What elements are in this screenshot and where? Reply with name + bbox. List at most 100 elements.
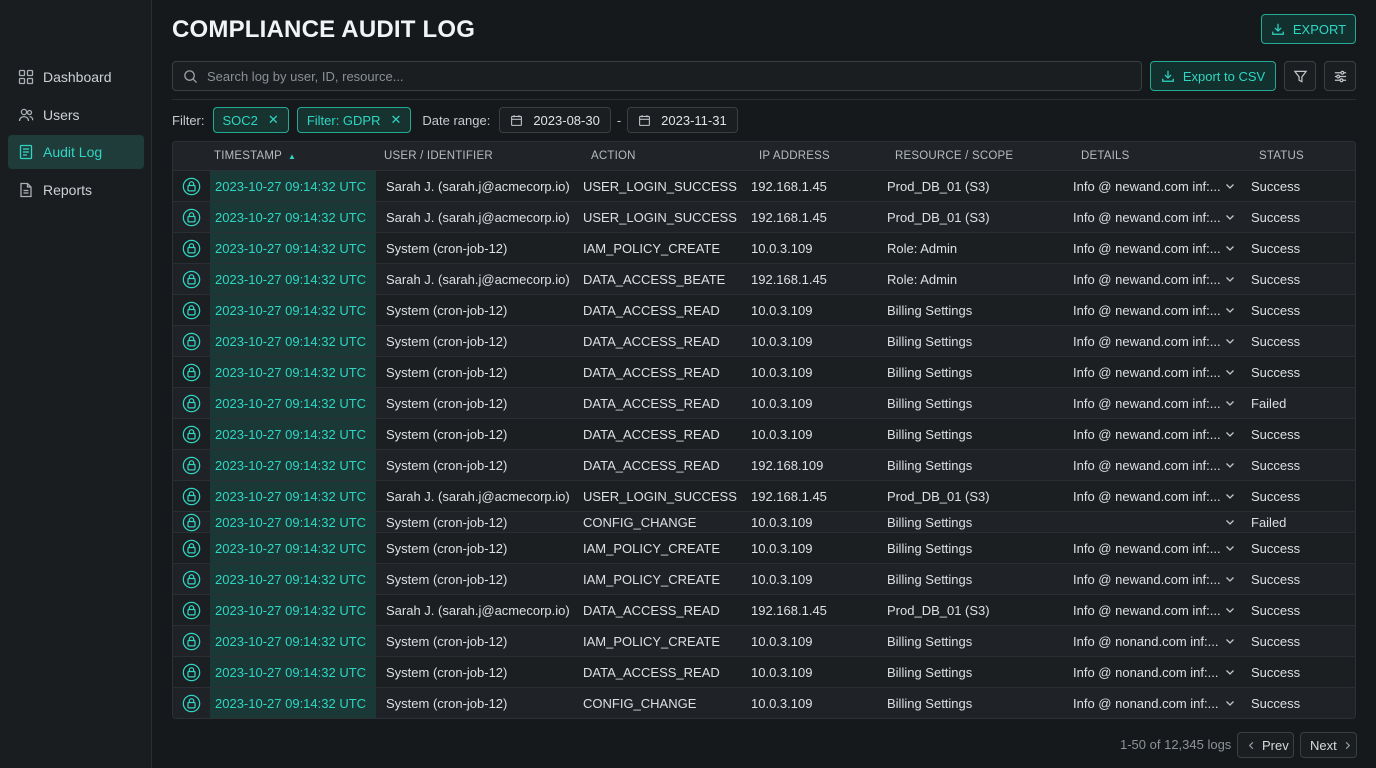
table-row[interactable]: 2023-10-27 09:14:32 UTC System (cron-job-… — [173, 450, 1355, 481]
table-row[interactable]: 2023-10-27 09:14:32 UTC System (cron-job-… — [173, 295, 1355, 326]
sidebar-item-users[interactable]: Users — [8, 98, 144, 132]
table-row[interactable]: 2023-10-27 09:14:32 UTC System (cron-job-… — [173, 419, 1355, 450]
details-cell[interactable]: Info @ newand.com inf:... — [1073, 303, 1251, 318]
filter-chip-soc2[interactable]: SOC2 ✕ — [212, 107, 289, 133]
table-row[interactable]: 2023-10-27 09:14:32 UTC Sarah J. (sarah.j… — [173, 481, 1355, 512]
close-icon[interactable]: ✕ — [390, 112, 402, 127]
details-cell[interactable]: Info @ newand.com inf:... — [1073, 396, 1251, 411]
timestamp-cell: 2023-10-27 09:14:32 UTC — [210, 419, 376, 449]
filter-chip-gdpr[interactable]: Filter: GDPR ✕ — [296, 107, 412, 133]
action-cell: USER_LOGIN_SUCCESS — [583, 209, 737, 225]
chevron-down-icon[interactable] — [1225, 636, 1235, 646]
export-button[interactable]: EXPORT — [1261, 14, 1356, 44]
date-from-picker[interactable]: 2023-08-30 — [499, 107, 611, 133]
page-title: COMPLIANCE AUDIT LOG — [172, 16, 476, 43]
details-cell[interactable]: Info @ nonand.com inf:... — [1073, 634, 1251, 649]
chevron-down-icon[interactable] — [1225, 698, 1235, 708]
table-row[interactable]: 2023-10-27 09:14:32 UTC Sarah J. (sarah.j… — [173, 171, 1355, 202]
table-row[interactable]: 2023-10-27 09:14:32 UTC System (cron-job-… — [173, 388, 1355, 419]
chevron-down-icon[interactable] — [1225, 305, 1235, 315]
action-cell: DATA_ACCESS_READ — [583, 333, 720, 349]
column-header-user[interactable]: USER / IDENTIFIER — [384, 150, 493, 162]
chevron-down-icon[interactable] — [1225, 543, 1235, 553]
column-header-status[interactable]: STATUS — [1259, 150, 1304, 162]
column-header-timestamp[interactable]: TIMESTAMP ▲ — [214, 150, 384, 162]
chevron-down-icon[interactable] — [1225, 491, 1235, 501]
details-cell[interactable]: Info @ newand.com inf:... — [1073, 458, 1251, 473]
details-cell[interactable]: Info @ newand.com inf:... — [1073, 241, 1251, 256]
timestamp-cell: 2023-10-27 09:14:32 UTC — [210, 357, 376, 387]
table-row[interactable]: 2023-10-27 09:14:32 UTC System (cron-job-… — [173, 357, 1355, 388]
details-cell[interactable]: Info @ newand.com inf:... — [1073, 272, 1251, 287]
table-row[interactable]: 2023-10-27 09:14:32 UTC Sarah J. (sarah.j… — [173, 264, 1355, 295]
details-cell[interactable]: Info @ nonand.com inf:... — [1073, 696, 1251, 711]
resource-cell: Prod_DB_01 (S3) — [887, 178, 990, 194]
timestamp-cell: 2023-10-27 09:14:32 UTC — [210, 657, 376, 687]
search-input[interactable] — [207, 68, 1141, 84]
sidebar-item-reports[interactable]: Reports — [8, 173, 144, 207]
chevron-down-icon[interactable] — [1225, 336, 1235, 346]
close-icon[interactable]: ✕ — [267, 112, 279, 127]
details-cell[interactable]: Info @ newand.com inf:... — [1073, 427, 1251, 442]
sidebar-item-audit-log[interactable]: Audit Log — [8, 135, 144, 169]
details-cell[interactable]: Info @ newand.com inf:... — [1073, 179, 1251, 194]
table-row[interactable]: 2023-10-27 09:14:32 UTC System (cron-job-… — [173, 657, 1355, 688]
ip-cell: 10.0.3.109 — [751, 540, 813, 556]
table-row[interactable]: 2023-10-27 09:14:32 UTC System (cron-job-… — [173, 326, 1355, 357]
column-header-resource[interactable]: RESOURCE / SCOPE — [895, 150, 1014, 162]
table-row[interactable]: 2023-10-27 09:14:32 UTC System (cron-job-… — [173, 533, 1355, 564]
column-header-action[interactable]: ACTION — [591, 150, 636, 162]
status-cell: Success — [1251, 333, 1301, 349]
table-row[interactable]: 2023-10-27 09:14:32 UTC Sarah J. (sarah.j… — [173, 595, 1355, 626]
user-cell: System (cron-job-12) — [386, 664, 508, 680]
table-row[interactable]: 2023-10-27 09:14:32 UTC System (cron-job-… — [173, 688, 1355, 718]
resource-cell: Billing Settings — [887, 333, 973, 349]
details-cell[interactable]: Info @ newand.com inf:... — [1073, 334, 1251, 349]
settings-button[interactable] — [1324, 61, 1356, 91]
next-page-button[interactable]: Next — [1300, 732, 1357, 758]
chevron-down-icon[interactable] — [1225, 181, 1235, 191]
table-row[interactable]: 2023-10-27 09:14:32 UTC System (cron-job-… — [173, 233, 1355, 264]
sidebar-item-label: Reports — [43, 181, 93, 198]
table-row[interactable]: 2023-10-27 09:14:32 UTC System (cron-job-… — [173, 626, 1355, 657]
details-cell[interactable]: Info @ newand.com inf:... — [1073, 572, 1251, 587]
chevron-down-icon[interactable] — [1225, 605, 1235, 615]
chevron-down-icon[interactable] — [1225, 574, 1235, 584]
details-cell[interactable]: Info @ newand.com inf:... — [1073, 541, 1251, 556]
timestamp-cell: 2023-10-27 09:14:32 UTC — [210, 295, 376, 325]
details-cell[interactable] — [1073, 517, 1251, 527]
status-cell: Success — [1251, 209, 1301, 225]
details-cell[interactable]: Info @ newand.com inf:... — [1073, 603, 1251, 618]
prev-page-button[interactable]: Prev — [1237, 732, 1294, 758]
chevron-down-icon[interactable] — [1225, 367, 1235, 377]
details-cell[interactable]: Info @ newand.com inf:... — [1073, 210, 1251, 225]
chevron-down-icon[interactable] — [1225, 243, 1235, 253]
status-cell: Success — [1251, 302, 1301, 318]
table-row[interactable]: 2023-10-27 09:14:32 UTC System (cron-job-… — [173, 564, 1355, 595]
chevron-down-icon[interactable] — [1225, 398, 1235, 408]
date-to-value: 2023-11-31 — [661, 112, 727, 128]
details-text: Info @ newand.com inf:... — [1073, 395, 1221, 411]
chevron-down-icon[interactable] — [1225, 460, 1235, 470]
table-row[interactable]: 2023-10-27 09:14:32 UTC System (cron-job-… — [173, 512, 1355, 533]
chevron-down-icon[interactable] — [1225, 274, 1235, 284]
lock-icon — [173, 177, 210, 196]
user-cell: System (cron-job-12) — [386, 395, 508, 411]
chevron-down-icon[interactable] — [1225, 517, 1235, 527]
export-csv-button[interactable]: Export to CSV — [1150, 61, 1276, 91]
table-row[interactable]: 2023-10-27 09:14:32 UTC Sarah J. (sarah.j… — [173, 202, 1355, 233]
date-to-picker[interactable]: 2023-11-31 — [627, 107, 738, 133]
chevron-down-icon[interactable] — [1225, 212, 1235, 222]
details-cell[interactable]: Info @ newand.com inf:... — [1073, 365, 1251, 380]
filter-button[interactable] — [1284, 61, 1316, 91]
resource-cell: Role: Admin — [887, 271, 958, 287]
column-header-details[interactable]: DETAILS — [1081, 150, 1130, 162]
column-header-ip[interactable]: IP ADDRESS — [759, 150, 830, 162]
chevron-down-icon[interactable] — [1225, 429, 1235, 439]
sidebar-item-dashboard[interactable]: Dashboard — [8, 60, 144, 94]
details-cell[interactable]: Info @ newand.com inf:... — [1073, 489, 1251, 504]
table-header: TIMESTAMP ▲ USER / IDENTIFIER ACTION IP … — [173, 142, 1355, 171]
chevron-down-icon[interactable] — [1225, 667, 1235, 677]
action-cell: DATA_ACCESS_BEATE — [583, 271, 726, 287]
details-cell[interactable]: Info @ nonand.com inf:... — [1073, 665, 1251, 680]
